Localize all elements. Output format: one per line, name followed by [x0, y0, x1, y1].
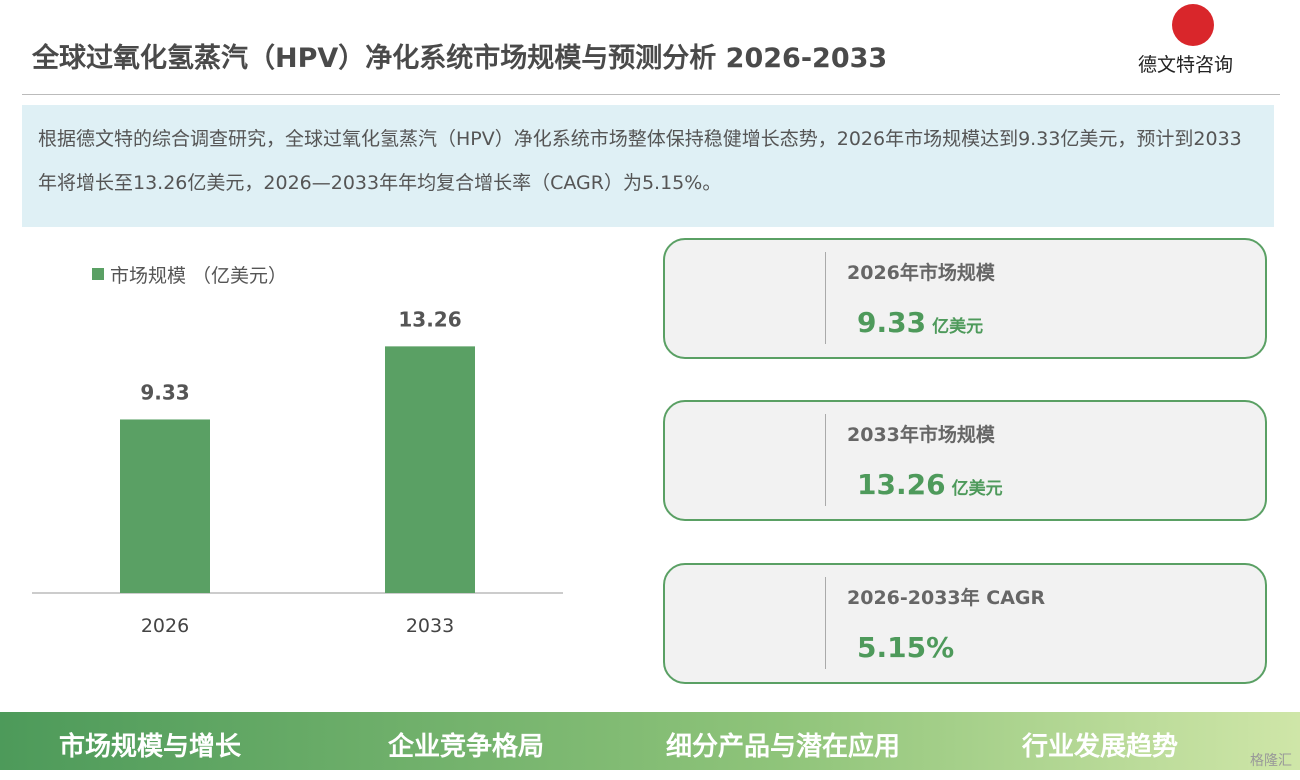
card-value: 5.15%	[857, 631, 955, 664]
title: 全球过氧化氢蒸汽（HPV）净化系统市场规模与预测分析 2026-2033	[32, 43, 888, 74]
card-value: 13.26	[857, 468, 946, 501]
bar	[120, 419, 210, 593]
card-value: 9.33	[857, 306, 927, 339]
card-value-box: 5.15%	[857, 631, 954, 664]
data-label: 9.33	[140, 380, 189, 404]
footer-tab: 细分产品与潜在应用	[665, 732, 901, 762]
logo-icon	[1172, 4, 1214, 46]
logo: 德文特咨询	[1138, 54, 1234, 76]
footer-tab: 行业发展趋势	[1021, 732, 1179, 762]
card-label: 2033年市场规模	[847, 424, 995, 446]
stat-card: 2026-2033年 CAGR 5.15%	[663, 563, 1267, 684]
x-tick-label: 2033	[406, 615, 454, 637]
data-label: 13.26	[398, 307, 461, 331]
chart: 市场规模 （亿美元） 9.33 2026 13.26 2033	[32, 265, 563, 637]
footer: 市场规模与增长 企业竞争格局 细分产品与潜在应用 行业发展趋势	[0, 712, 1300, 770]
card-unit: 亿美元	[951, 479, 1003, 499]
divider	[825, 414, 826, 506]
stat-card: 2026年市场规模 9.33 亿美元	[663, 238, 1267, 359]
card-label: 2026-2033年 CAGR	[847, 587, 1046, 609]
watermark: 格隆汇	[1250, 753, 1292, 769]
card-value-box: 9.33 亿美元	[857, 306, 983, 339]
footer-tab: 企业竞争格局	[387, 732, 545, 762]
stat-card: 2033年市场规模 13.26 亿美元	[663, 400, 1267, 521]
card-unit: 亿美元	[932, 317, 984, 337]
card-value-box: 13.26 亿美元	[857, 468, 1003, 501]
bar	[385, 346, 475, 593]
x-tick-label: 2026	[141, 615, 189, 637]
rule	[22, 94, 1280, 95]
footer-tab: 市场规模与增长	[58, 732, 242, 762]
divider	[825, 577, 826, 669]
divider	[825, 252, 826, 344]
legend-label: 市场规模 （亿美元）	[110, 265, 287, 287]
summary: 根据德文特的综合调查研究，全球过氧化氢蒸汽（HPV）净化系统市场整体保持稳健增长…	[22, 105, 1274, 227]
card-label: 2026年市场规模	[847, 262, 995, 284]
legend-swatch	[92, 268, 104, 280]
